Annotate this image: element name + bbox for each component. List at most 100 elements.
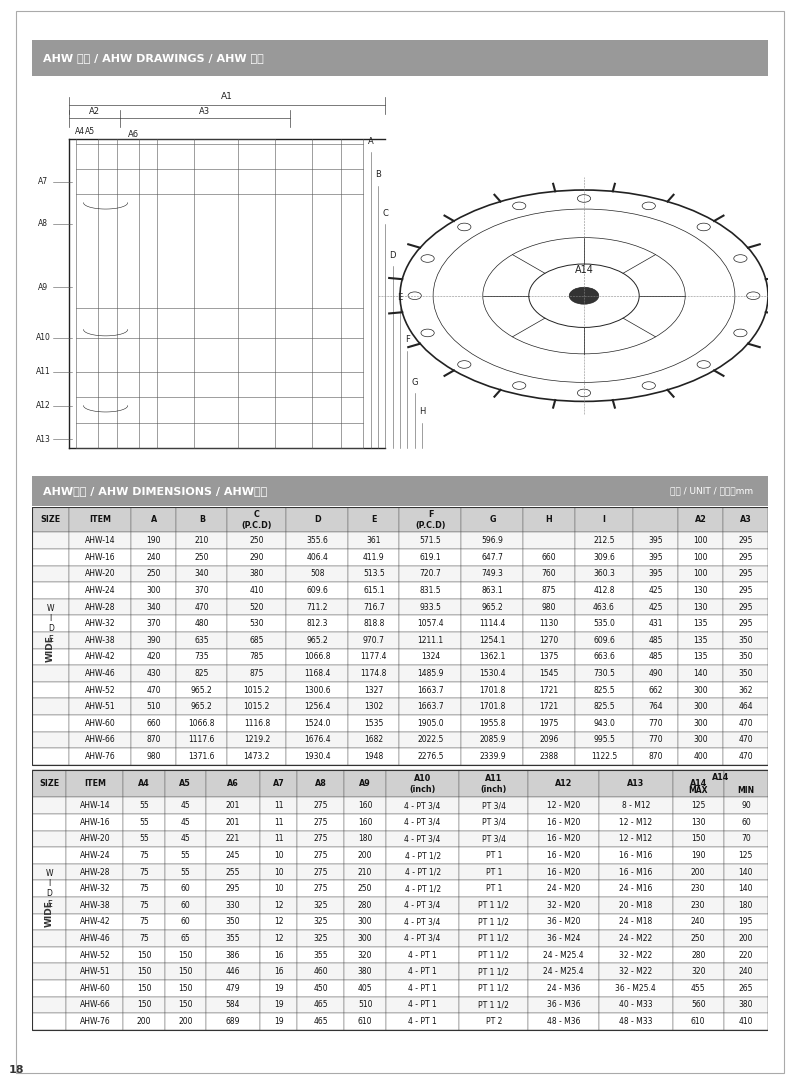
Bar <box>599 771 673 798</box>
Bar <box>599 1014 673 1030</box>
Text: 160: 160 <box>358 801 372 810</box>
Bar <box>286 616 348 632</box>
Bar <box>462 616 523 632</box>
Text: 275: 275 <box>314 867 328 877</box>
Bar <box>32 632 70 648</box>
Bar <box>298 996 345 1014</box>
Text: ITEM: ITEM <box>90 515 111 525</box>
Bar <box>32 648 70 666</box>
Bar <box>599 946 673 964</box>
Text: 280: 280 <box>358 901 372 909</box>
Bar <box>227 698 286 715</box>
Bar <box>673 864 724 880</box>
Text: 370: 370 <box>194 586 209 595</box>
Bar <box>298 830 345 848</box>
Text: 965.2: 965.2 <box>306 636 328 645</box>
Text: 20 - M18: 20 - M18 <box>619 901 653 909</box>
Bar <box>123 848 165 864</box>
Text: 535.0: 535.0 <box>593 619 615 629</box>
Bar <box>70 666 131 682</box>
Bar <box>298 864 345 880</box>
Text: 1676.4: 1676.4 <box>304 735 330 745</box>
Text: 513.5: 513.5 <box>363 569 385 579</box>
Text: 970.7: 970.7 <box>363 636 385 645</box>
Bar <box>66 798 123 814</box>
Text: B: B <box>375 170 381 180</box>
Text: 19: 19 <box>274 1017 283 1025</box>
Text: AHW-20: AHW-20 <box>79 835 110 843</box>
Text: A14: A14 <box>574 266 594 275</box>
Text: 325: 325 <box>314 901 328 909</box>
Text: 24 - M16: 24 - M16 <box>619 885 653 893</box>
Bar <box>260 980 298 996</box>
Bar <box>386 798 459 814</box>
Bar <box>227 550 286 566</box>
Bar <box>66 814 123 830</box>
Bar <box>131 732 176 748</box>
Bar <box>459 930 528 946</box>
Text: 1066.8: 1066.8 <box>189 719 215 727</box>
Text: AHW-76: AHW-76 <box>79 1017 110 1025</box>
Text: 965.2: 965.2 <box>191 685 213 695</box>
Text: 275: 275 <box>314 851 328 860</box>
Text: 395: 395 <box>649 569 663 579</box>
Bar <box>206 946 260 964</box>
Text: 355.6: 355.6 <box>306 537 328 545</box>
Bar <box>32 880 66 896</box>
Bar <box>206 914 260 930</box>
Text: 12 - M12: 12 - M12 <box>619 835 652 843</box>
Bar <box>348 682 399 698</box>
Text: 4 - PT 3/4: 4 - PT 3/4 <box>405 934 441 943</box>
Text: C: C <box>382 208 388 218</box>
Bar <box>348 532 399 550</box>
Text: 201: 201 <box>226 817 240 827</box>
Bar <box>176 732 227 748</box>
Text: 380: 380 <box>250 569 264 579</box>
Bar <box>123 996 165 1014</box>
Bar <box>206 864 260 880</box>
Text: 2022.5: 2022.5 <box>418 735 444 745</box>
Text: 325: 325 <box>314 934 328 943</box>
Bar <box>599 814 673 830</box>
Bar <box>206 964 260 980</box>
Bar <box>673 1014 724 1030</box>
Text: A14: A14 <box>712 773 729 782</box>
Bar <box>574 748 634 765</box>
Text: 60: 60 <box>741 817 750 827</box>
Text: 250: 250 <box>194 553 209 562</box>
Text: 609.6: 609.6 <box>593 636 615 645</box>
Text: AHW-28: AHW-28 <box>85 603 116 611</box>
Bar <box>123 914 165 930</box>
Bar <box>165 848 206 864</box>
Bar <box>260 771 298 798</box>
Bar <box>724 896 768 914</box>
Text: 596.9: 596.9 <box>482 537 503 545</box>
Text: 460: 460 <box>314 967 328 977</box>
Text: A12: A12 <box>555 779 572 788</box>
Bar <box>634 566 678 582</box>
Text: D: D <box>314 515 321 525</box>
Text: AHW-14: AHW-14 <box>79 801 110 810</box>
Text: 300: 300 <box>358 917 373 927</box>
Text: 16: 16 <box>274 951 283 959</box>
Text: H: H <box>419 408 426 416</box>
Bar <box>70 715 131 732</box>
Text: 1721: 1721 <box>539 685 558 695</box>
Bar <box>298 1014 345 1030</box>
Bar <box>459 914 528 930</box>
Bar <box>386 864 459 880</box>
Text: 16 - M20: 16 - M20 <box>547 817 580 827</box>
Text: 812.3: 812.3 <box>306 619 328 629</box>
Bar <box>70 566 131 582</box>
Bar <box>723 566 768 582</box>
Text: AHW-24: AHW-24 <box>79 851 110 860</box>
Text: 610: 610 <box>358 1017 372 1025</box>
Bar <box>678 715 723 732</box>
Text: 130: 130 <box>691 817 706 827</box>
Bar <box>523 748 574 765</box>
Bar <box>348 582 399 598</box>
Bar <box>724 914 768 930</box>
Bar <box>462 682 523 698</box>
Bar <box>345 864 386 880</box>
Bar <box>131 566 176 582</box>
